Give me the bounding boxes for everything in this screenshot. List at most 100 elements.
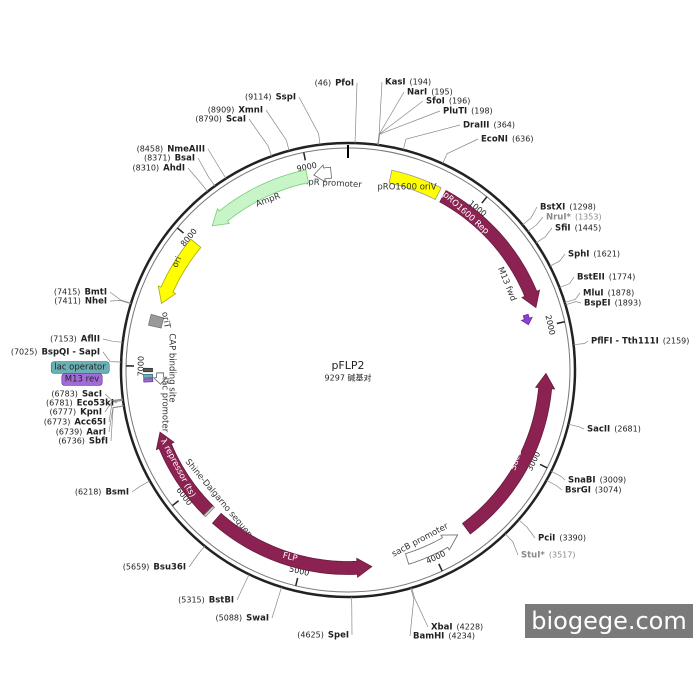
site-name: SspI <box>276 93 296 103</box>
site-connector <box>546 479 563 491</box>
site-connector <box>442 138 479 164</box>
feature <box>404 534 459 565</box>
site-connector <box>271 586 282 619</box>
site-connector <box>518 519 536 539</box>
site-position: (1445) <box>575 224 602 233</box>
feature <box>155 431 215 517</box>
site-position: (196) <box>449 97 471 106</box>
site-position: (1298) <box>569 203 596 212</box>
site-name: BspQI - SapI <box>41 348 100 358</box>
site-position: (46) <box>315 79 331 88</box>
site-position: (1621) <box>593 250 620 259</box>
site-position: (6777) <box>50 408 77 417</box>
scale-tick <box>556 321 565 325</box>
site-connector <box>298 96 321 145</box>
feature <box>439 189 541 309</box>
site-name: EcoNI <box>481 135 508 145</box>
site-position: (364) <box>493 121 515 130</box>
site-name: KasI <box>385 78 406 88</box>
watermark-box <box>525 604 693 638</box>
feature <box>143 378 154 383</box>
plasmid-name: pFLP2 <box>331 359 364 372</box>
site-name: ScaI <box>226 115 246 125</box>
site-connector <box>377 100 424 146</box>
site-name: SfoI <box>426 97 445 107</box>
site-name: PluTI <box>443 107 467 117</box>
site-position: (8458) <box>137 145 164 154</box>
site-name: BsrGI <box>565 486 591 496</box>
site-name: Bsu36I <box>153 563 186 573</box>
feature <box>143 373 154 379</box>
site-name: SnaBI <box>568 476 596 486</box>
site-connector <box>110 405 124 442</box>
backbone-outer <box>119 141 577 599</box>
site-name: SphI <box>568 250 589 260</box>
site-name: XmnI <box>238 106 263 116</box>
site-name: XbaI <box>431 623 453 633</box>
site-position: (194) <box>410 78 432 87</box>
site-name: BspEI <box>584 299 611 309</box>
site-position: (6739) <box>56 428 83 437</box>
scale-tick-label: 7000 <box>136 356 145 377</box>
site-position: (6773) <box>44 418 71 427</box>
feature-label: pRO1600 oriV <box>377 183 436 193</box>
feature-label: M13 rev <box>65 375 99 385</box>
site-name: Eco53kI <box>77 399 114 409</box>
site-position: (7025) <box>11 348 38 357</box>
site-connector <box>236 574 250 601</box>
site-position: (2681) <box>614 425 641 434</box>
site-name: BstBI <box>209 596 234 606</box>
site-position: (6218) <box>75 488 102 497</box>
site-connector <box>354 82 358 144</box>
site-position: (9114) <box>245 93 272 102</box>
feature <box>143 367 153 373</box>
site-connector <box>265 109 290 151</box>
site-connector <box>197 157 216 187</box>
site-name: KpnI <box>80 408 102 418</box>
scale-tick <box>303 152 307 161</box>
scale-tick <box>438 563 443 572</box>
site-name: PciI <box>538 534 555 544</box>
site-connector <box>109 291 132 304</box>
site-name: DraIII <box>463 121 489 131</box>
site-connector <box>504 533 519 556</box>
site-name: SacI <box>82 390 102 400</box>
site-position: (4625) <box>297 631 324 640</box>
site-name: BstXI <box>540 203 565 213</box>
feature <box>313 164 332 183</box>
feature <box>520 313 533 326</box>
site-position: (1878) <box>608 289 635 298</box>
site-name: SbfI <box>89 437 108 447</box>
feature <box>203 505 216 518</box>
site-connector <box>188 545 206 568</box>
site-position: (3517) <box>549 551 576 560</box>
site-name: BstEII <box>577 273 605 283</box>
site-connector <box>568 423 585 430</box>
site-name: SpeI <box>328 631 349 641</box>
feature <box>152 372 168 385</box>
site-connector <box>248 118 273 157</box>
site-position: (3390) <box>559 534 586 543</box>
site-position: (6736) <box>58 437 85 446</box>
site-name: BamHI <box>413 632 444 642</box>
site-name: PflFI - Tth111I <box>591 337 659 347</box>
site-position: (8371) <box>144 154 171 163</box>
site-connector <box>522 206 538 226</box>
site-name: NmeAIII <box>167 145 205 155</box>
site-position: (3074) <box>595 486 622 495</box>
site-position: (5659) <box>123 563 150 572</box>
site-connector <box>535 227 553 244</box>
site-name: NheI <box>85 297 107 307</box>
feature <box>157 238 202 305</box>
feature <box>148 313 165 329</box>
site-connector <box>109 300 131 305</box>
site-name: AarI <box>86 428 106 438</box>
site-position: (8310) <box>133 164 160 173</box>
feature-label: AmpR promoter <box>294 177 362 191</box>
site-position: (195) <box>431 88 453 97</box>
site-position: (7153) <box>50 335 77 344</box>
site-name: BsaI <box>175 154 195 164</box>
site-name: NarI <box>407 88 427 98</box>
